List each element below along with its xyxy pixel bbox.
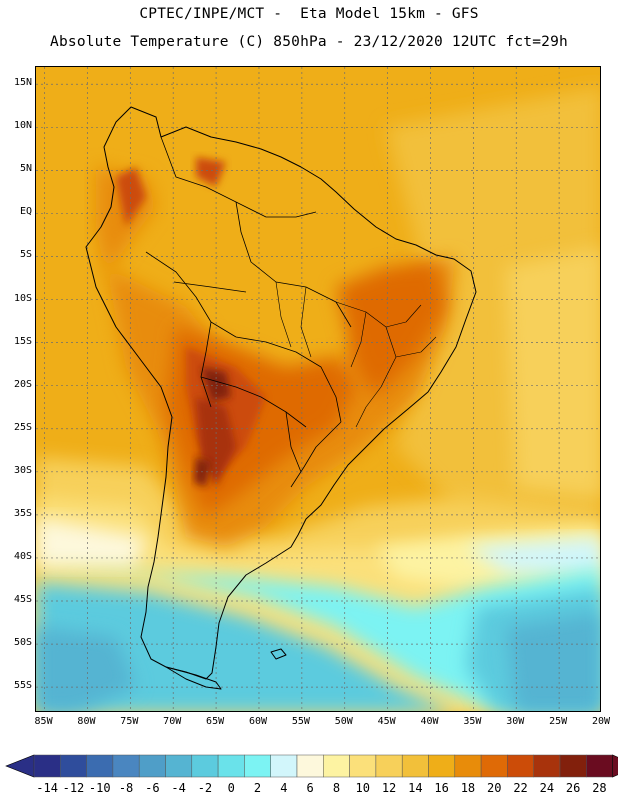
lat-label: 10N xyxy=(13,120,32,132)
temperature-map xyxy=(35,66,601,712)
colorbar-label: 20 xyxy=(487,781,502,795)
colorbar-label: 14 xyxy=(408,781,423,795)
colorbar-label: -10 xyxy=(88,781,111,795)
colorbar-label: 6 xyxy=(306,781,314,795)
colorbar-low-arrow xyxy=(5,754,35,778)
south-america-coastline xyxy=(85,106,477,680)
colorbar-swatch xyxy=(349,754,377,778)
falkland-islands xyxy=(270,648,287,660)
colorbar-label: -2 xyxy=(197,781,213,795)
lat-label: 45S xyxy=(13,594,32,606)
lon-label: 50W xyxy=(334,716,353,727)
colorbar-swatch xyxy=(138,754,166,778)
lon-label: 30W xyxy=(506,716,525,727)
colorbar-swatch xyxy=(375,754,403,778)
map-canvas xyxy=(36,67,600,711)
lat-label: 15N xyxy=(13,77,32,89)
colorbar-swatch xyxy=(533,754,561,778)
lat-label: 5N xyxy=(19,163,32,175)
colorbar-swatch xyxy=(217,754,245,778)
colorbar-swatch xyxy=(586,754,613,778)
colorbar-label: 0 xyxy=(227,781,235,795)
colorbar-swatch xyxy=(112,754,140,778)
lon-label: 75W xyxy=(120,716,139,727)
colorbar-swatch xyxy=(165,754,193,778)
colorbar-label: -4 xyxy=(171,781,186,795)
colorbar-swatch xyxy=(191,754,219,778)
lat-label: 5S xyxy=(19,249,32,261)
lon-label: 65W xyxy=(206,716,225,727)
lon-label: 85W xyxy=(34,716,53,727)
colorbar-swatch xyxy=(244,754,271,778)
lon-label: 80W xyxy=(77,716,96,727)
colorbar-label: -14 xyxy=(36,781,58,795)
colorbar-swatch xyxy=(480,754,508,778)
lon-label: 55W xyxy=(291,716,310,727)
lon-label: 35W xyxy=(463,716,482,727)
colorbar-label: 2 xyxy=(253,781,262,795)
colorbar-swatch xyxy=(401,754,429,778)
lon-label: 40W xyxy=(420,716,439,727)
colorbar-label: 22 xyxy=(513,781,528,795)
colorbar-label: 16 xyxy=(434,781,449,795)
lat-label: EQ xyxy=(19,206,32,218)
grid-lines xyxy=(36,67,600,711)
colorbar-label: -12 xyxy=(62,781,85,795)
colorbar-label: -8 xyxy=(118,781,134,795)
title-line-2: Absolute Temperature (C) 850hPa - 23/12/… xyxy=(50,34,568,50)
colorbar-label: 24 xyxy=(539,781,555,795)
colorbar-swatch xyxy=(507,754,534,778)
colorbar-label: 28 xyxy=(592,781,607,795)
lat-label: 20S xyxy=(13,378,32,390)
lat-label: 55S xyxy=(13,680,32,692)
colorbar-high-arrow xyxy=(612,754,618,778)
colorbar-label: 26 xyxy=(565,781,581,795)
colorbar-swatch xyxy=(559,754,587,778)
colorbar-swatch xyxy=(270,754,298,778)
lon-label: 60W xyxy=(248,716,267,727)
lat-label: 40S xyxy=(13,550,32,562)
colorbar xyxy=(5,754,618,778)
tierra-del-fuego xyxy=(165,666,222,690)
lat-label: 25S xyxy=(13,421,32,433)
colorbar-swatch xyxy=(323,754,350,778)
colorbar-label: 8 xyxy=(332,781,341,795)
colorbar-swatch xyxy=(86,754,114,778)
lon-label: 45W xyxy=(377,716,396,727)
colorbar-label: 10 xyxy=(355,781,370,795)
lat-label: 15S xyxy=(13,335,32,347)
colorbar-label: 18 xyxy=(460,781,476,795)
colorbar-label: -6 xyxy=(145,781,160,795)
colorbar-swatch xyxy=(33,754,61,778)
colorbar-label: 12 xyxy=(381,781,397,795)
lat-label: 50S xyxy=(13,637,32,649)
colorbar-swatch xyxy=(60,754,87,778)
lon-label: 20W xyxy=(591,716,611,727)
lat-label: 35S xyxy=(13,507,32,519)
temperature-field xyxy=(36,67,600,711)
colorbar-swatch xyxy=(454,754,482,778)
colorbar-label: 4 xyxy=(280,781,288,795)
coastlines-borders xyxy=(85,106,477,690)
lat-label: 30S xyxy=(13,464,32,476)
lat-label: 10S xyxy=(13,292,32,304)
colorbar-swatch xyxy=(296,754,324,778)
brazil-state-borders xyxy=(275,281,437,428)
colorbar-swatch xyxy=(428,754,456,778)
lon-label: 70W xyxy=(163,716,182,727)
title-line-1: CPTEC/INPE/MCT - Eta Model 15km - GFS xyxy=(139,6,479,22)
lon-label: 25W xyxy=(549,716,568,727)
